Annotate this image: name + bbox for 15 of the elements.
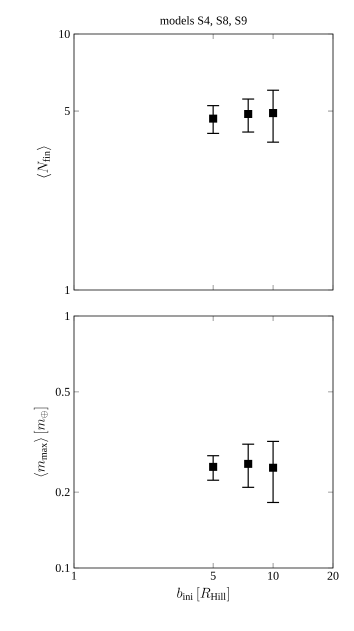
x-tick-label: 5 bbox=[210, 572, 216, 580]
y-axis-title: $\langle m_{\rm max}\rangle\,[m_\oplus]$ bbox=[34, 408, 48, 476]
y-tick-label: 0.1 bbox=[56, 564, 70, 572]
y-tick-label: 5 bbox=[64, 107, 70, 116]
x-tick-label: 10 bbox=[268, 572, 279, 580]
x-tick-label: 20 bbox=[328, 572, 339, 580]
y-tick-label: 0.5 bbox=[56, 388, 70, 396]
chart-title: models S4, S8, S9 bbox=[160, 16, 247, 26]
x-tick-label: 1 bbox=[72, 572, 76, 580]
y-tick-label: 0.2 bbox=[56, 488, 70, 496]
y-tick-label: 1 bbox=[65, 286, 70, 294]
y-axis-title: $\langle N_{\rm fin}\rangle$ bbox=[36, 146, 52, 178]
y-tick-label: 10 bbox=[59, 30, 70, 38]
x-axis-title: $b_{\rm ini}\,[R_{\rm Hill}]$ bbox=[177, 586, 229, 602]
y-tick-label: 1 bbox=[65, 312, 70, 320]
